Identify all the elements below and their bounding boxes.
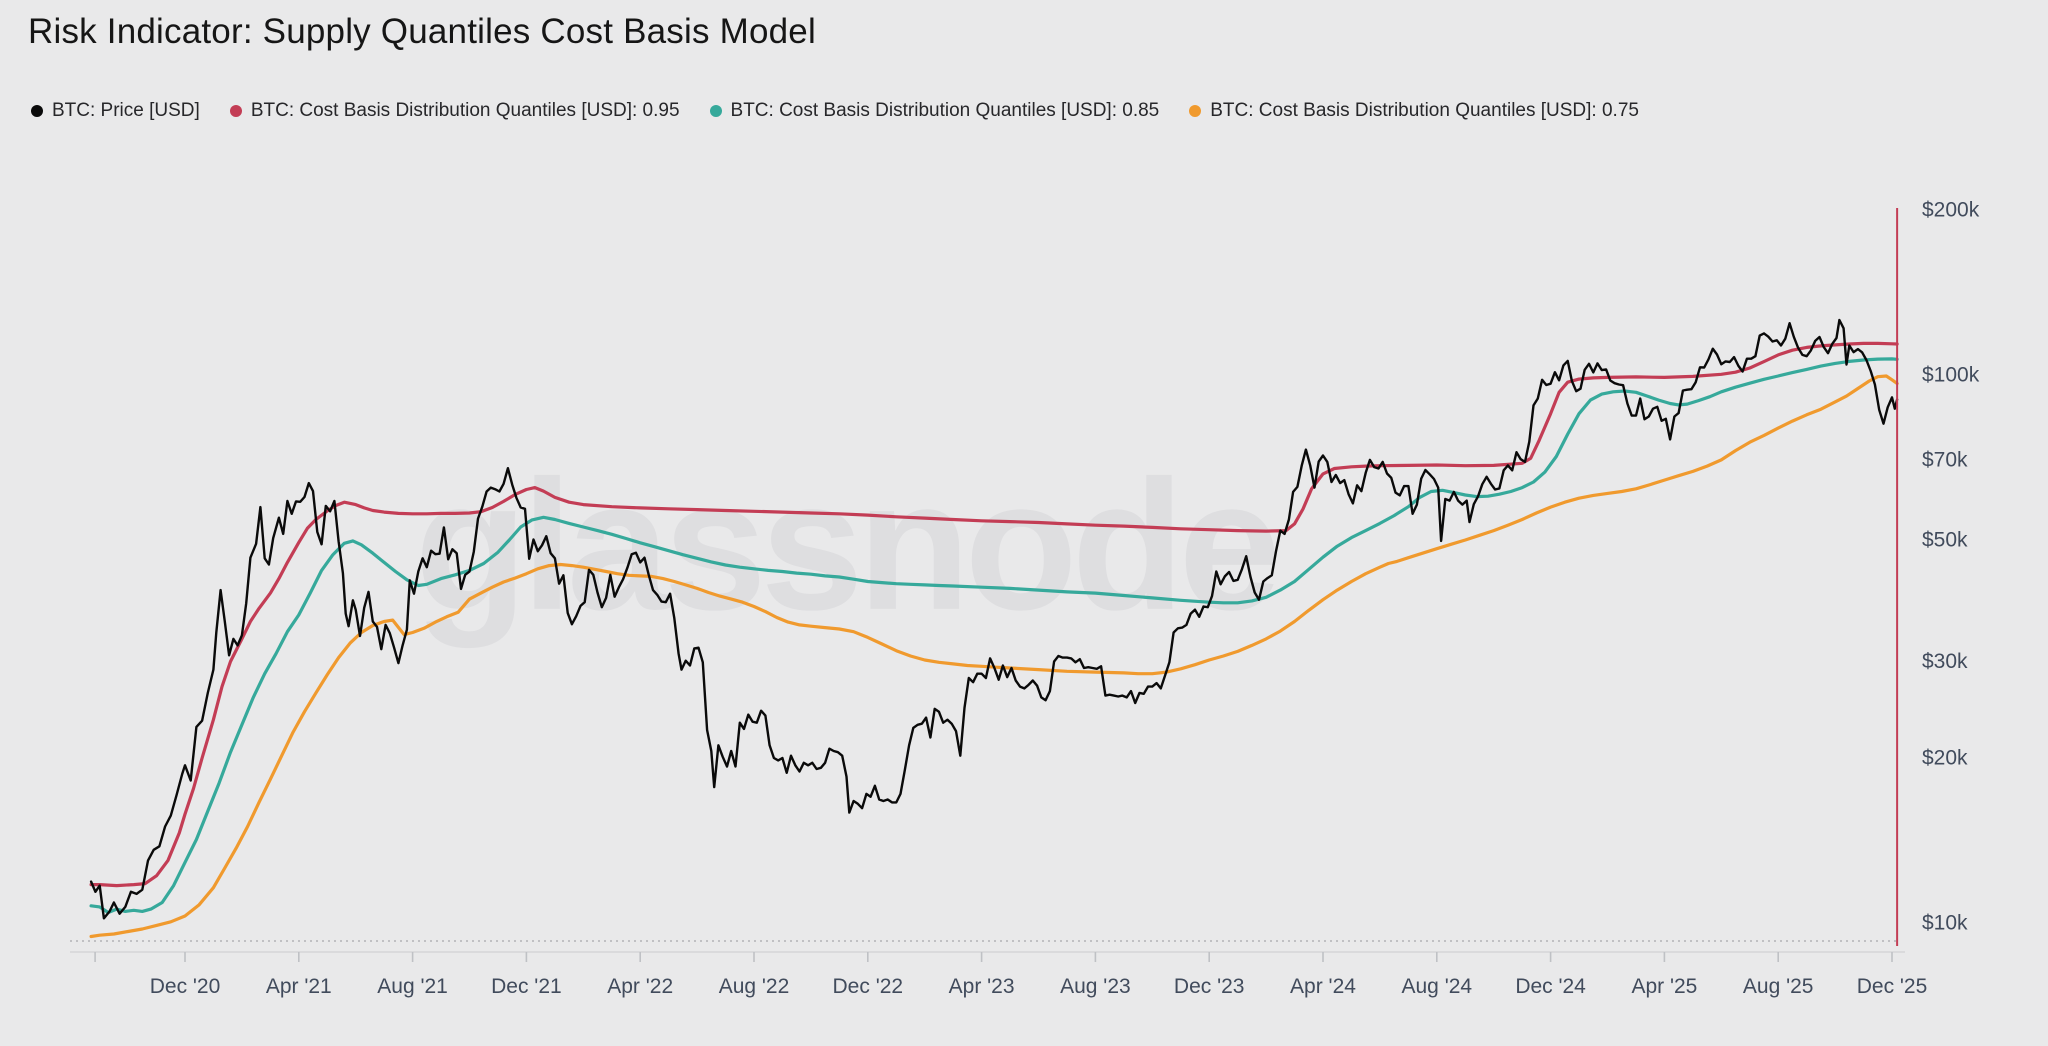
- x-axis-label: Apr '21: [266, 975, 332, 998]
- legend-item-label: BTC: Cost Basis Distribution Quantiles […: [250, 100, 680, 121]
- x-axis-label: Dec '25: [1857, 975, 1928, 998]
- y-axis-label: $10k: [1922, 912, 1968, 935]
- x-axis-label: Dec '20: [150, 975, 221, 998]
- legend-item-label: BTC: Price [USD]: [52, 100, 200, 121]
- y-axis-label: $100k: [1922, 364, 1980, 387]
- legend-dot-icon: [709, 105, 722, 117]
- legend-dot-icon: [31, 105, 43, 117]
- x-axis-label: Aug '21: [377, 975, 448, 998]
- x-axis-label: Aug '25: [1743, 975, 1814, 998]
- legend-item-1[interactable]: BTC: Cost Basis Distribution Quantiles […: [229, 100, 680, 122]
- x-axis-label: Apr '23: [949, 975, 1015, 998]
- y-axis-label: $70k: [1922, 448, 1968, 471]
- x-axis-label: Aug '24: [1402, 975, 1473, 998]
- legend-item-0[interactable]: BTC: Price [USD]: [31, 100, 200, 122]
- legend-item-label: BTC: Cost Basis Distribution Quantiles […: [730, 100, 1160, 121]
- x-axis-label: Dec '24: [1515, 975, 1586, 998]
- series-line-1: [89, 357, 1899, 915]
- watermark: glassnode: [415, 443, 1276, 649]
- legend-dot-icon: [229, 105, 242, 117]
- y-axis-label: $200k: [1922, 199, 1980, 222]
- x-axis-label: Apr '24: [1290, 975, 1356, 998]
- legend: BTC: Price [USD] BTC: Cost Basis Distribu…: [31, 100, 1639, 122]
- legend-item-label: BTC: Cost Basis Distribution Quantiles […: [1210, 100, 1639, 121]
- x-axis-label: Apr '22: [607, 975, 673, 998]
- legend-item-2[interactable]: BTC: Cost Basis Distribution Quantiles […: [709, 100, 1160, 122]
- x-axis-label: Dec '22: [833, 975, 904, 998]
- x-axis-label: Dec '23: [1174, 975, 1245, 998]
- series-line-0: [89, 341, 1899, 888]
- x-axis-label: Dec '21: [491, 975, 562, 998]
- x-axis-label: Aug '22: [719, 975, 790, 998]
- y-axis-label: $30k: [1922, 650, 1968, 673]
- y-axis-label: $50k: [1922, 528, 1968, 551]
- legend-dot-icon: [1189, 105, 1202, 117]
- series-line-3: [89, 318, 1899, 920]
- x-axis-label: Aug '23: [1060, 975, 1131, 998]
- series-line-2: [89, 374, 1899, 939]
- legend-item-3[interactable]: BTC: Cost Basis Distribution Quantiles […: [1189, 100, 1639, 122]
- x-axis-label: Apr '25: [1631, 975, 1697, 998]
- y-axis-label: $20k: [1922, 747, 1968, 770]
- page-title: Risk Indicator: Supply Quantiles Cost Ba…: [28, 12, 816, 51]
